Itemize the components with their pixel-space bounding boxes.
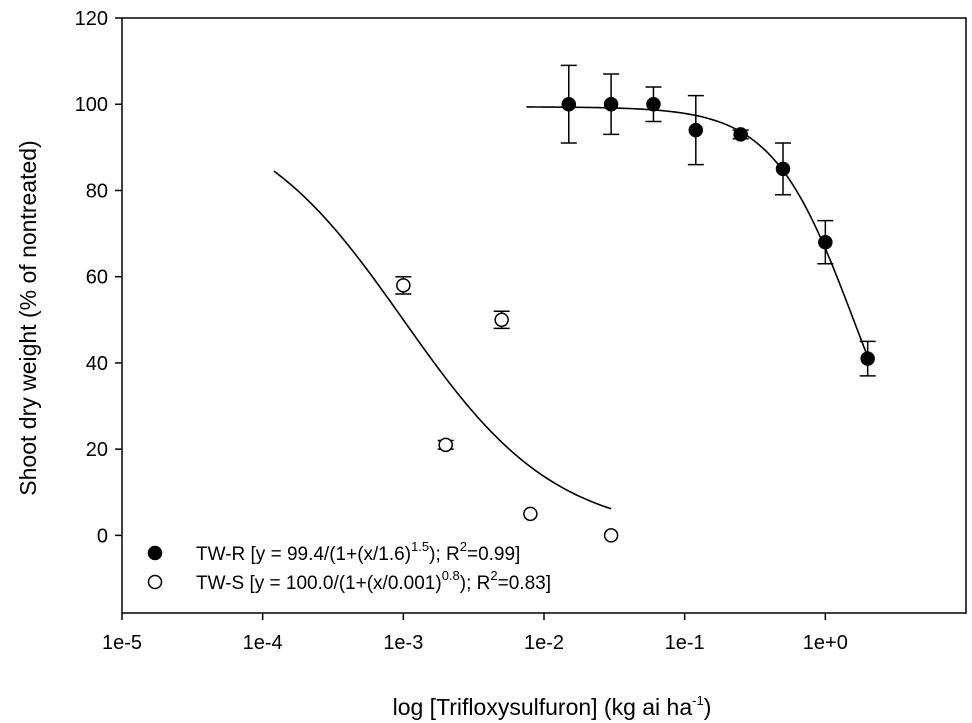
data-point-tw-s-4	[603, 528, 619, 543]
legend: TW-R [y = 99.4/(1+(x/1.6)1.5); R2=0.99] …	[147, 539, 551, 594]
legend-tw-s-text: TW-S [y = 100.0/(1+(x/0.001)	[196, 573, 442, 594]
y-tick-label-2: 40	[86, 353, 108, 375]
legend-label-tw-s: TW-S [y = 100.0/(1+(x/0.001)0.8); R2=0.8…	[196, 568, 551, 594]
y-tick-label-6: 120	[75, 8, 108, 30]
legend-tw-r-mid: ); R	[429, 544, 460, 565]
legend-tw-r-end: =0.99]	[467, 544, 520, 565]
y-tick-label-4: 80	[86, 180, 108, 202]
legend-marker-tw-s	[147, 574, 163, 590]
legend-tw-s-r2: 2	[490, 568, 497, 583]
x-tick-label-3: 1e-2	[524, 632, 564, 654]
x-axis: 1e-5 1e-4 1e-3 1e-2 1e-1 1e+0	[102, 613, 848, 654]
legend-tw-r-r2: 2	[460, 539, 467, 554]
data-point-tw-r-5	[775, 161, 791, 177]
data-point-tw-r-0	[561, 96, 577, 112]
x-tick-label-1: 1e-4	[243, 632, 283, 654]
x-tick-label-0: 1e-5	[102, 632, 142, 654]
data-point-tw-r-6	[818, 234, 833, 250]
fit-curve-tw-s	[273, 170, 612, 510]
data-points	[396, 96, 875, 543]
fit-curves	[273, 106, 869, 510]
data-point-tw-r-4	[733, 127, 748, 142]
data-point-tw-r-3	[688, 122, 704, 138]
legend-tw-s-mid: ); R	[460, 573, 491, 594]
y-tick-label-0: 0	[97, 525, 108, 547]
x-tick-label-4: 1e-1	[665, 632, 705, 654]
data-point-tw-s-0	[396, 278, 411, 293]
x-axis-title: log [Trifloxysulfuron] (kg ai ha-1)	[393, 693, 712, 720]
y-axis: 0 20 40 60 80 100 120	[75, 8, 122, 547]
data-point-tw-s-2	[494, 312, 509, 328]
legend-tw-s-exp: 0.8	[442, 568, 460, 583]
x-axis-title-main: log [Trifloxysulfuron] (kg ai ha	[393, 694, 693, 720]
legend-tw-r-exp: 1.5	[411, 539, 429, 554]
data-point-tw-r-2	[646, 96, 661, 112]
data-point-tw-s-1	[438, 437, 453, 453]
data-point-tw-r-7	[860, 351, 875, 366]
legend-label-tw-r: TW-R [y = 99.4/(1+(x/1.6)1.5); R2=0.99]	[196, 539, 520, 565]
x-axis-title-sup: -1	[692, 693, 704, 708]
error-bars	[395, 64, 876, 450]
legend-marker-tw-r	[147, 545, 163, 561]
fit-curve-tw-r	[526, 106, 869, 357]
x-axis-title-end: )	[704, 694, 712, 720]
y-tick-label-3: 60	[86, 267, 108, 289]
x-tick-label-5: 1e+0	[803, 632, 848, 654]
x-tick-label-2: 1e-3	[383, 632, 423, 654]
y-tick-label-5: 100	[75, 94, 108, 116]
y-tick-label-1: 20	[86, 439, 108, 461]
y-axis-title: Shoot dry weight (% of nontreated)	[15, 140, 41, 495]
legend-tw-s-end: =0.83]	[498, 573, 551, 594]
data-point-tw-s-3	[523, 506, 538, 522]
data-point-tw-r-1	[603, 96, 619, 112]
legend-tw-r-text: TW-R [y = 99.4/(1+(x/1.6)	[196, 544, 411, 565]
